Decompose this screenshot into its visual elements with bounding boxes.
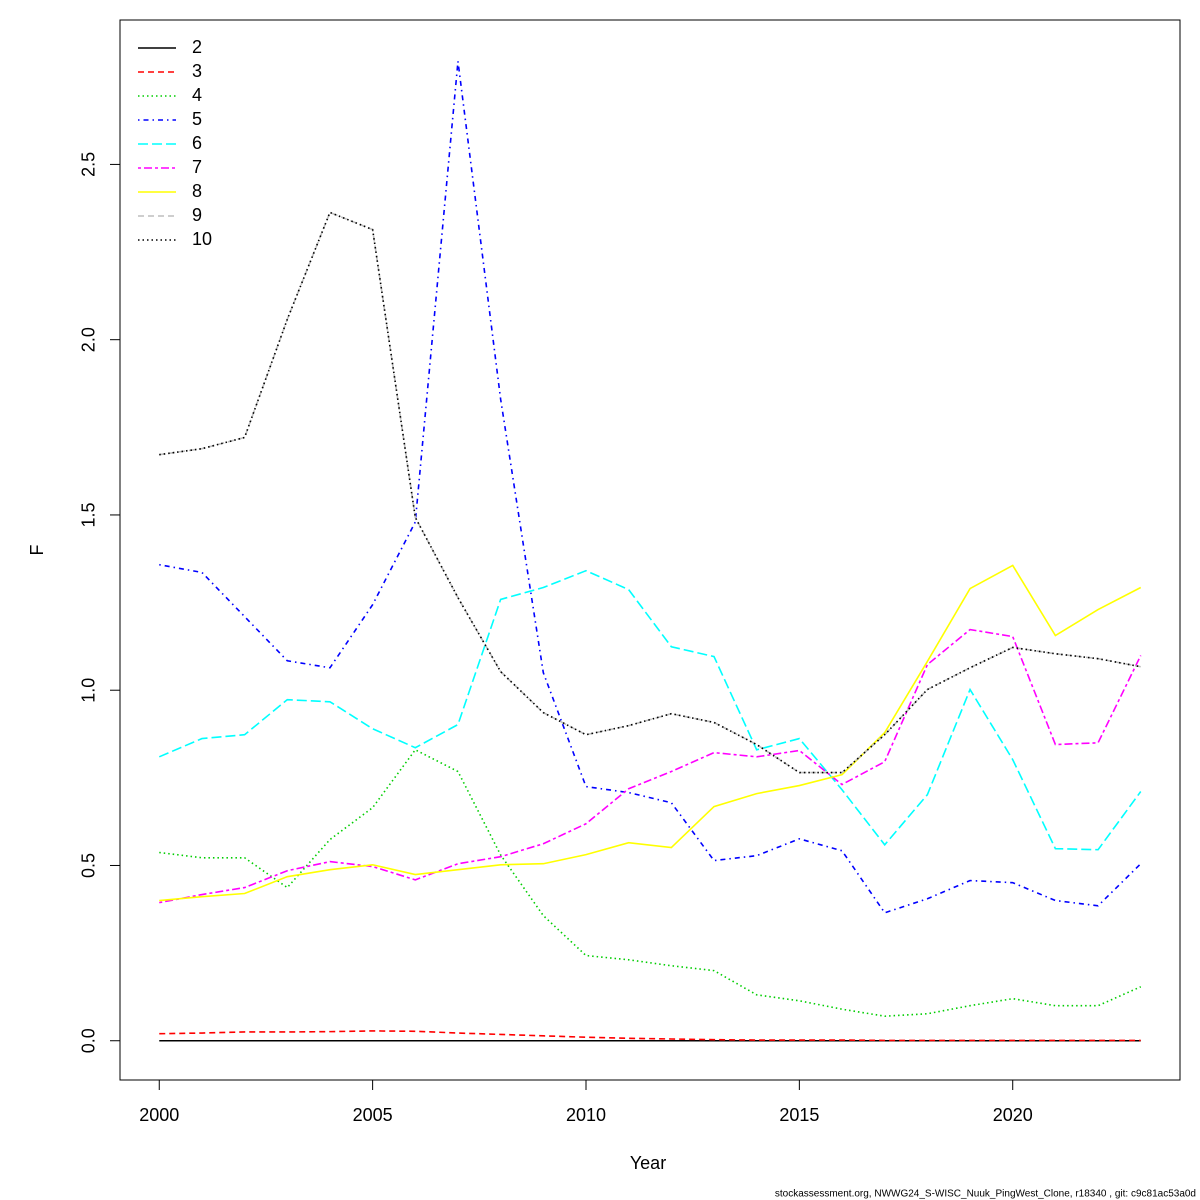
legend-label: 6: [192, 133, 202, 153]
x-tick-label: 2005: [353, 1105, 393, 1125]
legend-label: 4: [192, 85, 202, 105]
series-line: [159, 211, 1141, 774]
legend-label: 8: [192, 181, 202, 201]
plot-box: [119, 19, 1181, 1081]
y-tick-label: 0.0: [79, 1028, 99, 1053]
series-line: [159, 1030, 1141, 1042]
y-tick-label: 1.0: [79, 678, 99, 703]
y-tick-label: 0.5: [79, 853, 99, 878]
series-line: [158, 569, 1142, 851]
series-line: [159, 564, 1142, 902]
y-tick-label: 1.5: [79, 502, 99, 527]
y-tick-label: 2.5: [79, 152, 99, 177]
legend-label: 10: [192, 229, 212, 249]
x-axis-label: Year: [630, 1153, 666, 1173]
x-tick-label: 2010: [566, 1105, 606, 1125]
legend-label: 3: [192, 61, 202, 81]
y-tick-label: 2.0: [79, 327, 99, 352]
series-line: [159, 628, 1142, 904]
x-tick-label: 2015: [779, 1105, 819, 1125]
series-line: [159, 211, 1141, 774]
series-line: [159, 61, 1142, 914]
x-tick-label: 2000: [139, 1105, 179, 1125]
y-axis-label: F: [27, 545, 47, 556]
x-tick-label: 2020: [993, 1105, 1033, 1125]
footnote: stockassessment.org, NWWG24_S-WISC_Nuuk_…: [775, 1189, 1196, 1200]
legend-label: 2: [192, 37, 202, 57]
legend-label: 9: [192, 205, 202, 225]
series-line: [159, 748, 1142, 1018]
legend-label: 7: [192, 157, 202, 177]
legend-label: 5: [192, 109, 202, 129]
